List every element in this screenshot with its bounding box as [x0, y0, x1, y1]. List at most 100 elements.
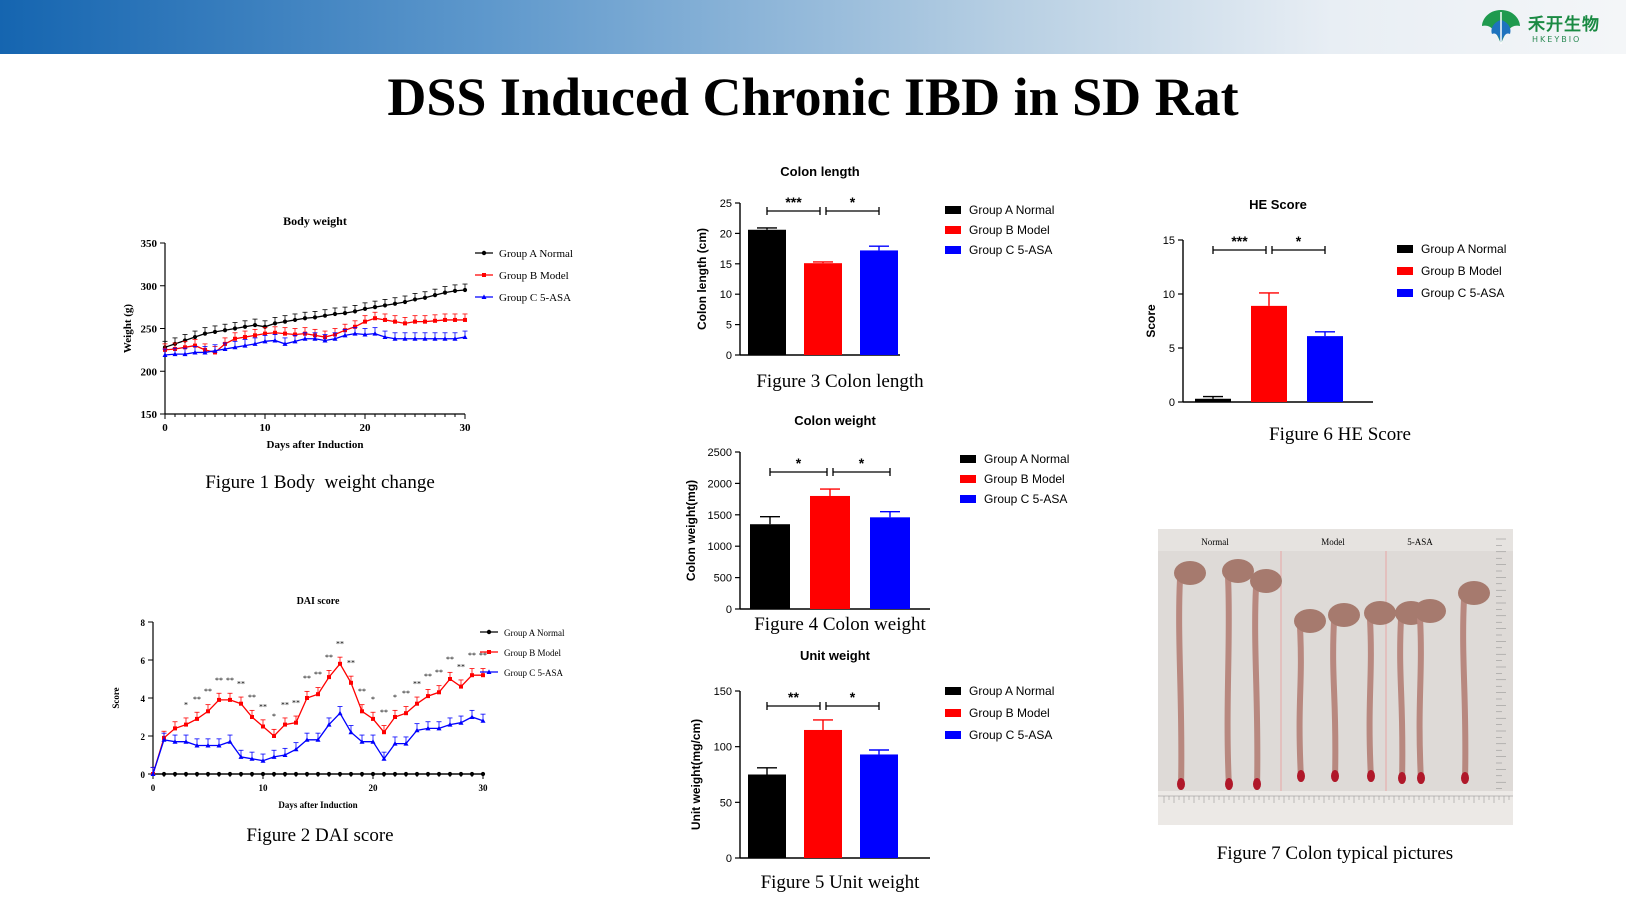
- data-point-5asa: [452, 336, 458, 341]
- data-point-5asa: [172, 351, 178, 357]
- y-tick-label: 0: [726, 604, 732, 616]
- data-point-5asa: [447, 722, 453, 727]
- y-tick-label: 200: [141, 366, 158, 378]
- data-point-normal: [326, 771, 332, 777]
- data-point-5asa: [249, 756, 255, 761]
- data-point-5asa: [202, 349, 208, 355]
- y-tick-label: 0: [726, 350, 732, 362]
- x-tick-label: 20: [369, 783, 379, 793]
- data-point-model: [353, 324, 357, 329]
- colon-segment: [1397, 616, 1406, 784]
- y-tick-label: 10: [1163, 289, 1175, 301]
- data-point-5asa: [222, 346, 228, 352]
- significance-marker: **: [204, 687, 212, 696]
- data-point-5asa: [304, 737, 310, 742]
- data-point-5asa: [382, 334, 388, 340]
- data-point-5asa: [227, 739, 233, 744]
- data-point-normal: [442, 290, 448, 295]
- data-point-5asa: [370, 739, 376, 744]
- data-point-normal: [192, 334, 198, 340]
- data-point-model: [481, 673, 485, 678]
- data-point-model: [413, 319, 417, 324]
- legend-marker: [481, 250, 487, 256]
- legend-marker: [486, 629, 492, 635]
- legend-label: Group A Normal: [984, 452, 1069, 466]
- data-point-normal: [412, 297, 418, 302]
- data-point-5asa: [205, 742, 211, 748]
- y-axis-label: Score: [111, 687, 121, 708]
- header-bar: 禾开生物 HKEYBIO: [0, 0, 1626, 54]
- data-point-normal: [161, 771, 167, 777]
- data-point-model: [383, 317, 387, 322]
- leaf-icon: [1482, 10, 1520, 44]
- data-point-5asa: [212, 348, 218, 353]
- data-point-5asa: [425, 725, 431, 731]
- significance-marker: **: [424, 672, 432, 681]
- data-point-5asa: [312, 336, 318, 341]
- data-point-model: [261, 724, 265, 729]
- y-tick-label: 100: [714, 742, 732, 754]
- y-axis-label: Weight (g): [122, 304, 134, 354]
- data-point-normal: [205, 771, 211, 777]
- legend-swatch: [945, 687, 961, 695]
- data-point-model: [217, 697, 221, 702]
- significance-marker: **: [446, 655, 454, 664]
- figure-6-caption: Figure 6 HE Score: [1269, 424, 1411, 445]
- legend-swatch: [960, 475, 976, 483]
- legend-label: Group A Normal: [1421, 242, 1506, 256]
- data-point-5asa: [337, 710, 343, 716]
- data-point-5asa: [359, 739, 365, 744]
- legend-label: Group C 5-ASA: [499, 292, 571, 304]
- y-tick-label: 5: [1169, 343, 1175, 355]
- data-point-5asa: [216, 742, 222, 748]
- data-point-normal: [232, 326, 238, 331]
- data-point-model: [195, 716, 199, 721]
- y-axis-label: Unit weight(mg/cm): [689, 719, 703, 830]
- data-point-model: [459, 684, 463, 689]
- figure-7-caption: Figure 7 Colon typical pictures: [1216, 843, 1454, 864]
- data-point-normal: [249, 771, 255, 777]
- bar-normal: [748, 229, 786, 355]
- data-point-5asa: [322, 337, 328, 343]
- figure-4-caption: Figure 4 Colon weight: [754, 614, 926, 635]
- data-point-normal: [183, 771, 189, 777]
- data-point-normal: [227, 771, 233, 777]
- data-point-normal: [212, 329, 218, 335]
- data-point-model: [283, 331, 287, 336]
- y-axis-label: Colon length (cm): [695, 228, 709, 330]
- legend-label: Group B Model: [984, 472, 1065, 486]
- significance-label: *: [796, 455, 802, 471]
- rectal-end: [1225, 778, 1233, 790]
- data-point-5asa: [292, 338, 298, 344]
- data-point-5asa: [238, 754, 244, 759]
- y-tick-label: 8: [141, 618, 146, 628]
- colon-specimens-illustration: Normal Model 5-ASA: [1158, 529, 1513, 825]
- data-point-normal: [432, 293, 438, 298]
- data-point-model: [403, 321, 407, 326]
- colon-segment: [1176, 576, 1185, 790]
- data-point-model: [173, 726, 177, 731]
- data-point-5asa: [315, 737, 321, 742]
- y-tick-label: 350: [141, 238, 158, 250]
- x-tick-label: 10: [259, 783, 269, 793]
- legend-marker: [481, 294, 487, 299]
- data-point-normal: [271, 771, 277, 777]
- body-weight-chart: Body weight 150 200 250 300 350 0 10 20 30 Days af…: [122, 214, 573, 451]
- data-point-5asa: [432, 336, 438, 341]
- data-point-normal: [402, 299, 408, 305]
- data-point-model: [183, 345, 187, 350]
- data-point-normal: [381, 771, 387, 777]
- data-point-normal: [348, 771, 354, 777]
- legend-label: Group B Model: [499, 270, 569, 282]
- data-point-5asa: [362, 331, 368, 337]
- data-point-5asa: [480, 718, 486, 723]
- data-point-normal: [216, 771, 222, 777]
- significance-marker: **: [457, 663, 465, 672]
- x-tick-label: 20: [360, 422, 372, 434]
- chart-title: Colon length: [780, 164, 859, 179]
- x-tick-label: 30: [460, 422, 472, 434]
- data-point-model: [327, 675, 331, 680]
- photo-label-model: Model: [1321, 537, 1345, 547]
- data-point-normal: [458, 771, 464, 777]
